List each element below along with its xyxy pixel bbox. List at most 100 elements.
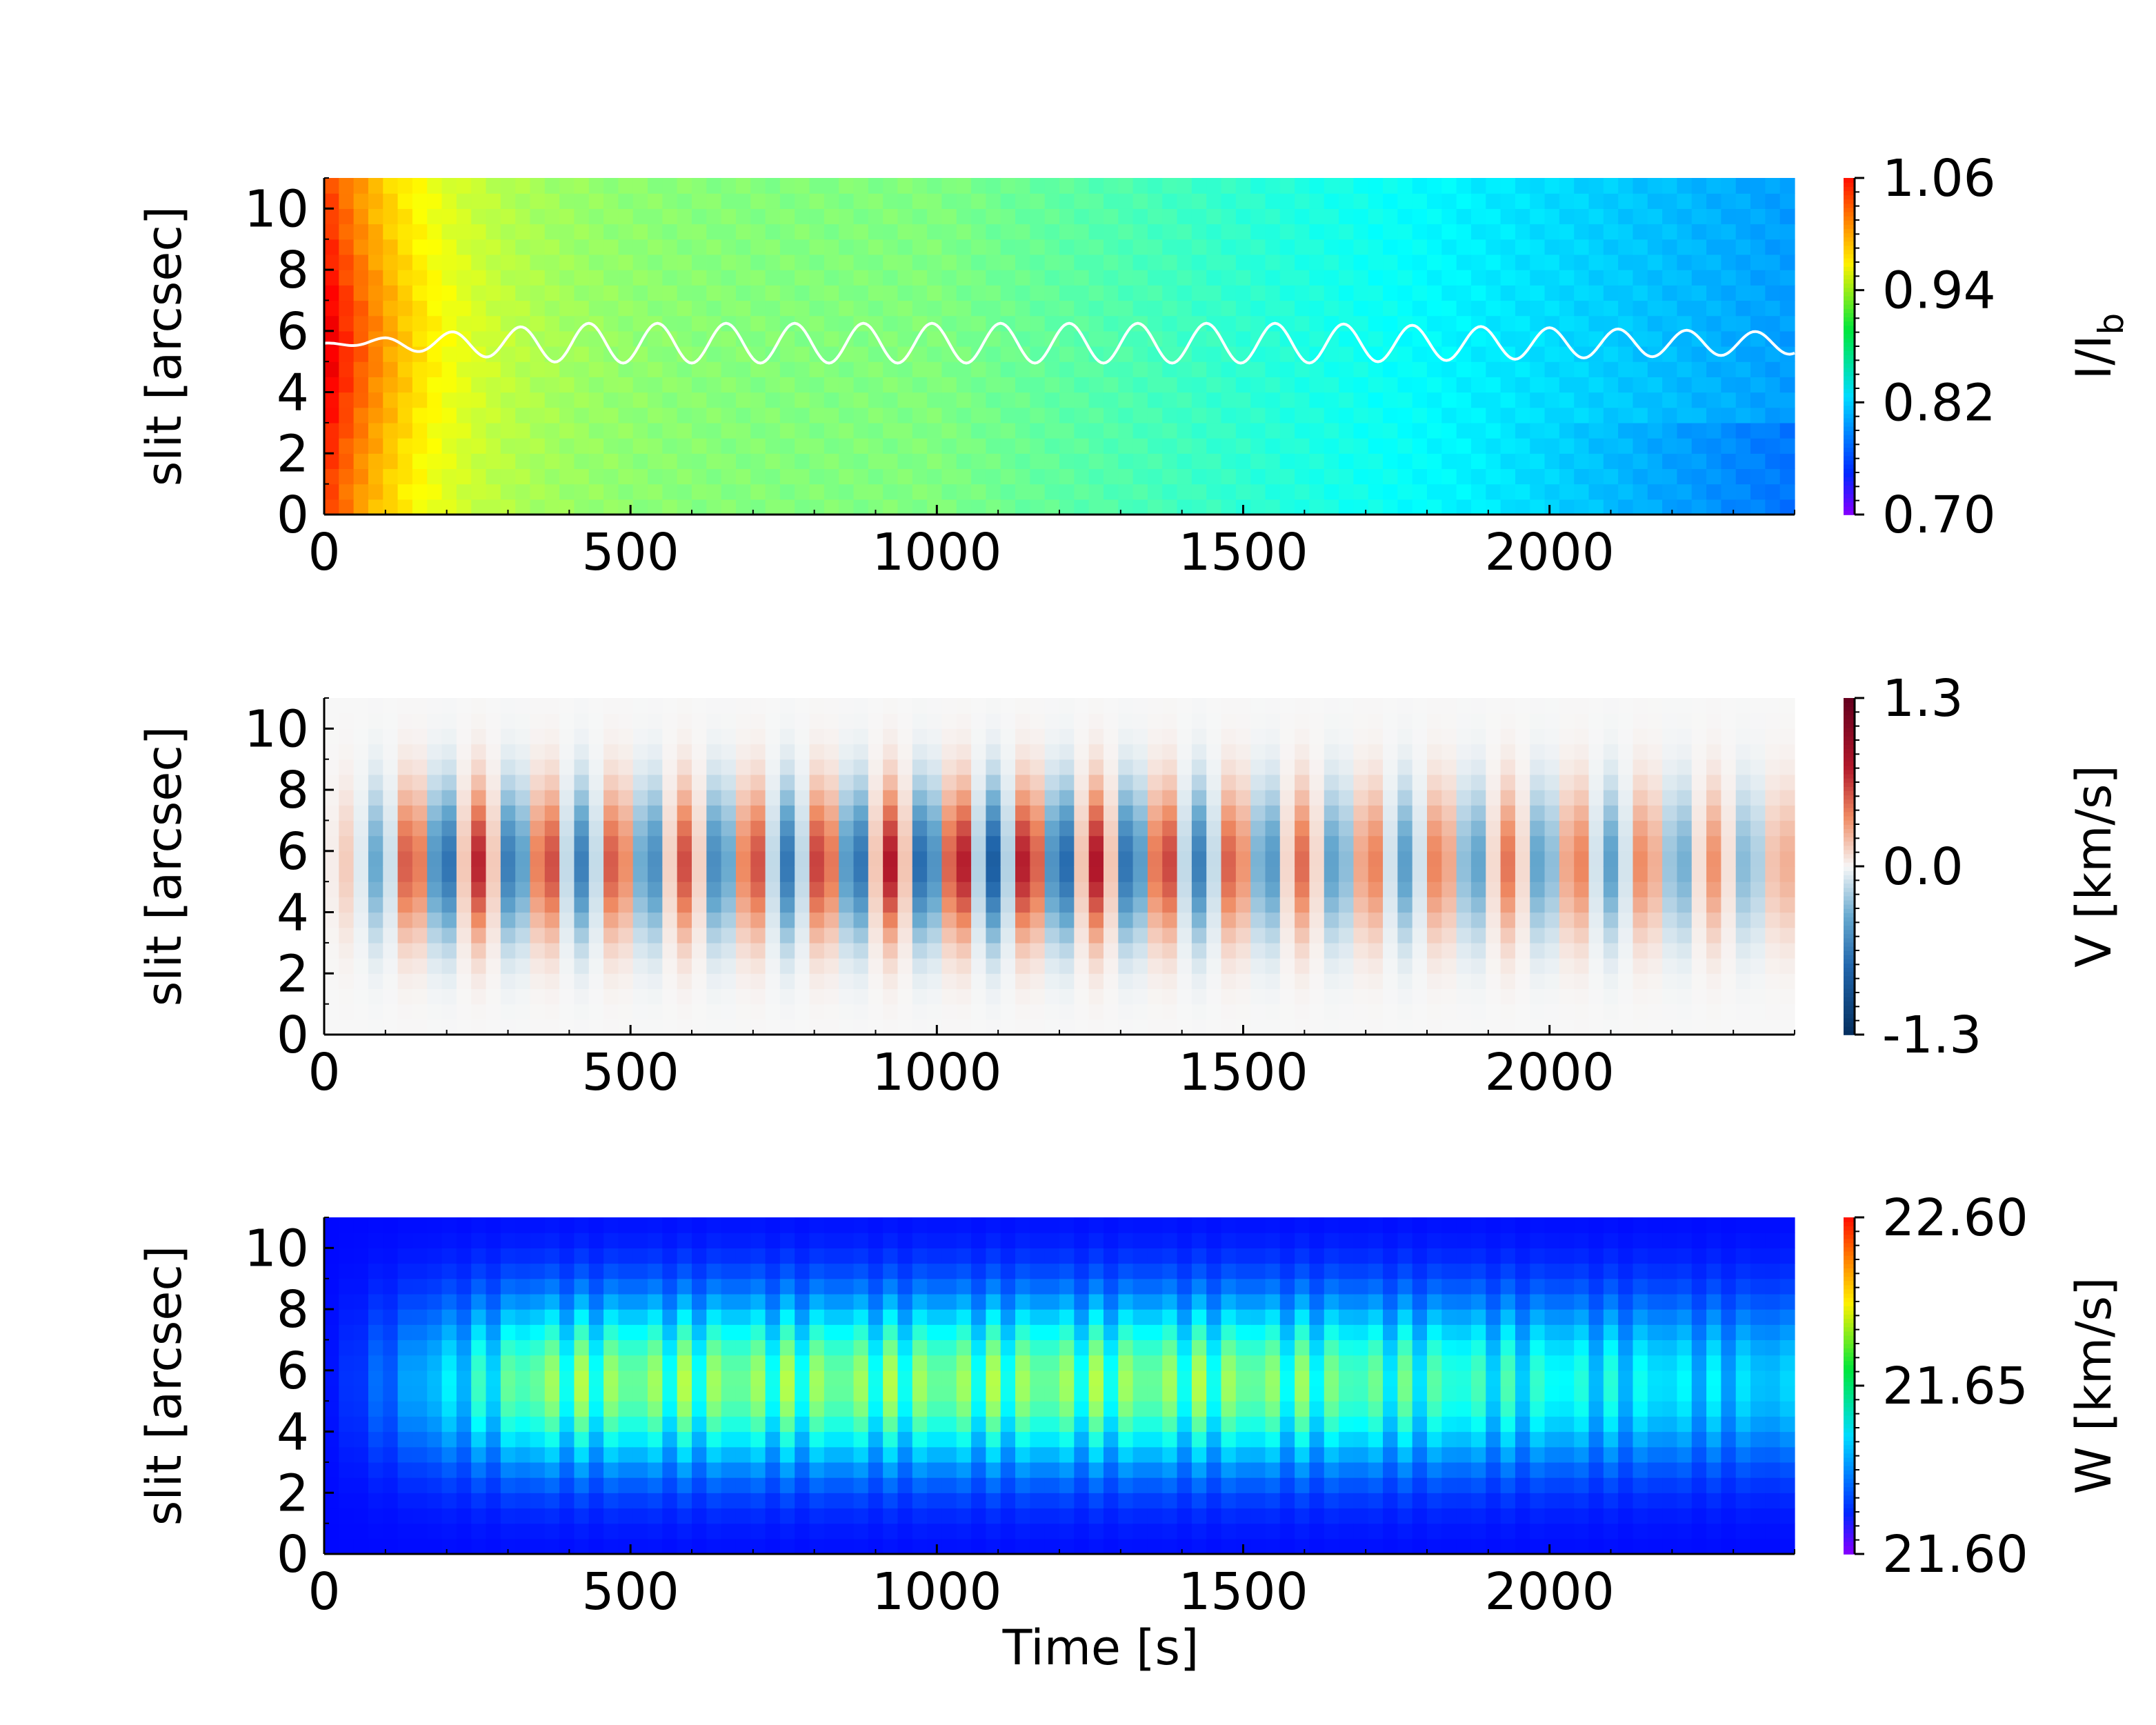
heatmap-cell — [1000, 942, 1016, 959]
heatmap-cell — [1235, 254, 1251, 270]
heatmap-cell — [353, 1493, 369, 1509]
heatmap-cell — [1177, 300, 1192, 317]
heatmap-cell — [1486, 912, 1501, 928]
heatmap-cell — [427, 438, 443, 454]
heatmap-cell — [324, 942, 339, 959]
heatmap-cell — [324, 1538, 339, 1555]
heatmap-cell — [1486, 881, 1501, 897]
heatmap-cell — [1618, 438, 1634, 454]
heatmap-cell — [1162, 438, 1178, 454]
heatmap-cell — [1735, 774, 1751, 790]
heatmap-cell — [1750, 438, 1766, 454]
heatmap-cell — [1588, 790, 1604, 806]
heatmap-cell — [1074, 820, 1090, 837]
heatmap-cell — [1162, 912, 1178, 928]
heatmap-cell — [383, 897, 399, 913]
heatmap-cell — [383, 1416, 399, 1433]
heatmap-cell — [500, 422, 516, 439]
heatmap-cell — [1221, 285, 1237, 301]
heatmap-cell — [1191, 897, 1207, 913]
heatmap-cell — [1000, 744, 1016, 760]
heatmap-cell — [368, 193, 383, 209]
heatmap-cell — [941, 881, 957, 897]
heatmap-cell — [515, 881, 531, 897]
heatmap-cell — [412, 1233, 428, 1248]
heatmap-cell — [809, 805, 825, 821]
heatmap-cell — [1456, 361, 1472, 377]
heatmap-cell — [1162, 881, 1178, 897]
heatmap-cell — [1441, 744, 1457, 760]
heatmap-cell — [397, 193, 413, 209]
y-tick-label: 10 — [244, 179, 309, 239]
heatmap-cell — [927, 483, 943, 500]
heatmap-cell — [427, 254, 443, 270]
heatmap-cell — [1030, 1019, 1046, 1035]
heatmap-cell — [1250, 713, 1266, 729]
heatmap-cell — [544, 820, 560, 837]
heatmap-cell — [1221, 300, 1237, 317]
heatmap-cell — [853, 790, 869, 806]
heatmap-cell — [750, 499, 766, 515]
heatmap-cell — [1368, 254, 1384, 270]
heatmap-cell — [941, 239, 957, 255]
heatmap-cell — [1044, 254, 1060, 270]
heatmap-cell — [853, 438, 869, 454]
heatmap-cell — [1191, 392, 1207, 408]
heatmap-cell — [1309, 790, 1325, 806]
heatmap-cell — [618, 193, 634, 209]
heatmap-cell — [1544, 805, 1560, 821]
heatmap-cell — [1544, 1004, 1560, 1020]
heatmap-cell — [339, 239, 355, 255]
heatmap-cell — [456, 254, 472, 270]
heatmap-cell — [1515, 361, 1530, 377]
heatmap-cell — [883, 912, 899, 928]
heatmap-cell — [1544, 942, 1560, 959]
heatmap-cell — [912, 270, 928, 286]
heatmap-cell — [1147, 774, 1163, 790]
heatmap-cell — [1353, 774, 1369, 790]
heatmap-cell — [1470, 835, 1486, 852]
heatmap-cell — [1030, 438, 1046, 454]
heatmap-cell — [1235, 973, 1251, 990]
heatmap-cell — [897, 774, 913, 790]
colorbar-swatch — [1844, 257, 1855, 263]
heatmap-cell — [1279, 438, 1295, 454]
heatmap-cell — [1177, 361, 1192, 377]
heatmap-cell — [1574, 805, 1590, 821]
heatmap-cell — [1103, 392, 1119, 408]
heatmap-cell — [471, 468, 487, 485]
heatmap-cell — [1118, 208, 1134, 225]
heatmap-cell — [1191, 988, 1207, 1005]
heatmap-cell — [412, 254, 428, 270]
heatmap-cell — [1177, 438, 1192, 454]
heatmap-cell — [559, 866, 575, 882]
heatmap-cell — [515, 744, 531, 760]
heatmap-cell — [1250, 881, 1266, 897]
heatmap-cell — [1647, 239, 1663, 255]
heatmap-cell — [956, 499, 972, 515]
heatmap-cell — [692, 239, 707, 255]
heatmap-cell — [1088, 270, 1104, 286]
heatmap-cell — [868, 483, 884, 500]
heatmap-cell — [941, 713, 957, 729]
heatmap-cell — [1265, 774, 1281, 790]
heatmap-cell — [765, 499, 781, 515]
heatmap-cell — [397, 881, 413, 897]
heatmap-cell — [1427, 483, 1442, 500]
heatmap-cell — [648, 820, 663, 837]
heatmap-cell — [824, 422, 839, 439]
colorbar-swatch — [1844, 329, 1855, 335]
heatmap-cell — [795, 407, 810, 423]
heatmap-cell — [339, 254, 355, 270]
heatmap-cell — [324, 973, 339, 990]
heatmap-cell — [1618, 835, 1634, 852]
heatmap-cell — [1309, 392, 1325, 408]
heatmap-cell — [1706, 483, 1721, 500]
heatmap-cell — [809, 820, 825, 837]
heatmap-cell — [1044, 300, 1060, 317]
heatmap-cell — [1618, 942, 1634, 959]
heatmap-cell — [559, 468, 575, 485]
heatmap-cell — [1633, 774, 1648, 790]
heatmap-cell — [735, 728, 751, 745]
heatmap-cell — [706, 988, 722, 1005]
